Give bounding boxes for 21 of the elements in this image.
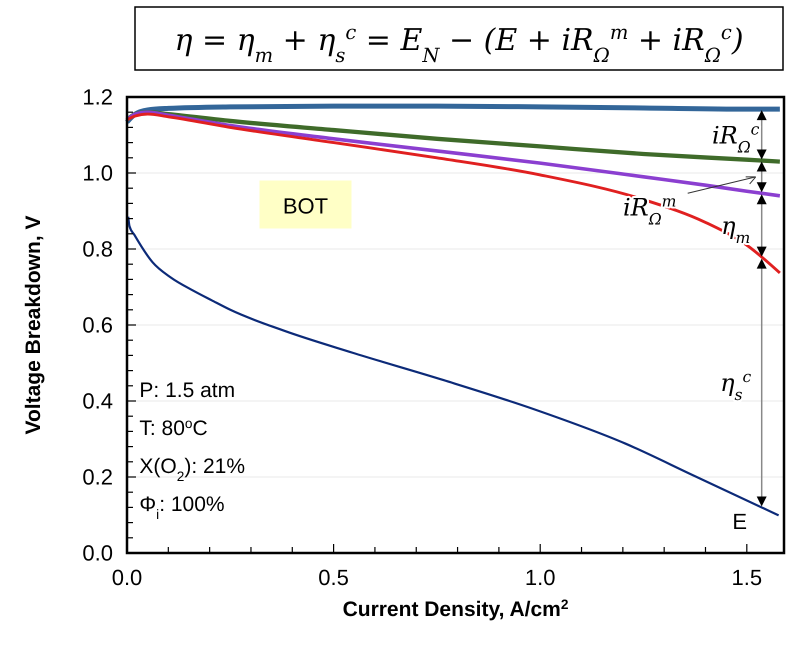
annotation: BOT — [282, 194, 328, 218]
x-tick-label: 0.5 — [318, 565, 349, 590]
annotation: T: 80$^{o}$C — [139, 416, 208, 440]
chart-title: η = η$_{m}$ + η$_{s}$$^{c}$ = E$_{N}$ − (E + iR$_{Ω}$$^{m}$ + iR$_{Ω}$$^{c}$) — [174, 20, 744, 66]
annotation: P: 1.5 atm — [139, 379, 236, 402]
x-tick-label: 0.0 — [112, 565, 142, 590]
annotation: Φ$_{i}$: 100% — [139, 493, 225, 522]
annotation: X(O$_{2}$): 21% — [139, 455, 246, 484]
x-axis-title: Current Density, A/cm$^{2}$ — [342, 596, 569, 621]
y-tick-label: 0.6 — [82, 312, 113, 338]
y-tick-label: 0.0 — [82, 540, 113, 566]
y-tick-label: 0.8 — [82, 236, 113, 262]
y-tick-label: 1.0 — [82, 160, 113, 186]
x-tick-label: 1.5 — [732, 565, 762, 590]
y-axis-title: Voltage Breakdown, V — [22, 216, 45, 434]
line-series — [126, 112, 782, 274]
y-tick-label: 0.2 — [82, 464, 113, 490]
y-tick-label: 1.2 — [82, 84, 113, 110]
annotation: E — [732, 509, 748, 534]
y-tick-label: 0.4 — [82, 388, 113, 414]
x-tick-label: 1.0 — [524, 565, 556, 590]
